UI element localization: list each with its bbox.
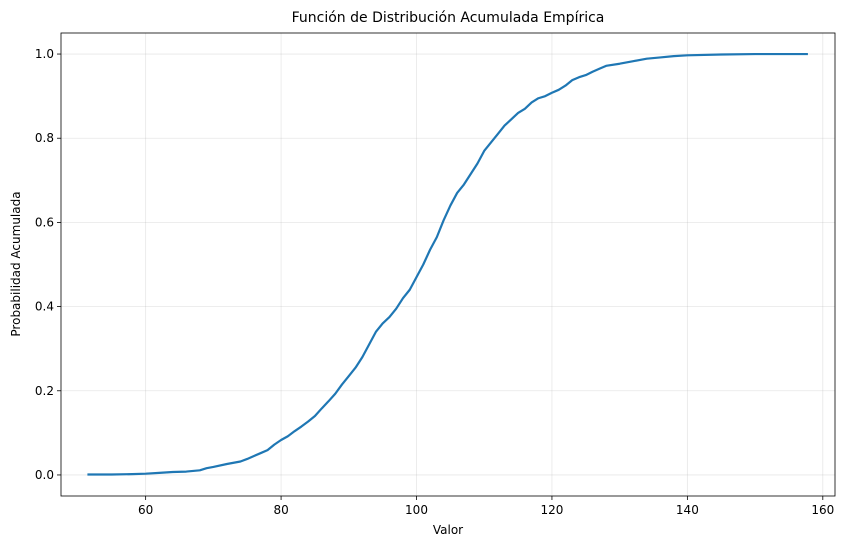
series-line (87, 52, 808, 476)
x-tick-label: 100 (405, 503, 428, 517)
y-tick-label: 1.0 (35, 47, 54, 61)
y-tick-label: 0.2 (35, 384, 54, 398)
y-tick-label: 0.0 (35, 468, 54, 482)
x-axis-label: Valor (433, 523, 463, 537)
x-tick-label: 80 (273, 503, 288, 517)
x-axis: 60 80 100 120 140 160 (138, 496, 834, 517)
y-axis-label: Probabilidad Acumulada (9, 191, 23, 336)
x-tick-label: 120 (540, 503, 563, 517)
plot-area (60, 32, 836, 497)
chart-title: Función de Distribución Acumulada Empíri… (292, 10, 605, 26)
grid (61, 33, 835, 496)
x-tick-label: 140 (676, 503, 699, 517)
y-tick-label: 0.8 (35, 131, 54, 145)
y-tick-label: 0.4 (35, 300, 54, 314)
x-tick-label: 160 (811, 503, 834, 517)
x-tick-label: 60 (138, 503, 153, 517)
y-axis: 0.0 0.2 0.4 0.6 0.8 1.0 (35, 47, 61, 482)
y-tick-label: 0.6 (35, 215, 54, 229)
